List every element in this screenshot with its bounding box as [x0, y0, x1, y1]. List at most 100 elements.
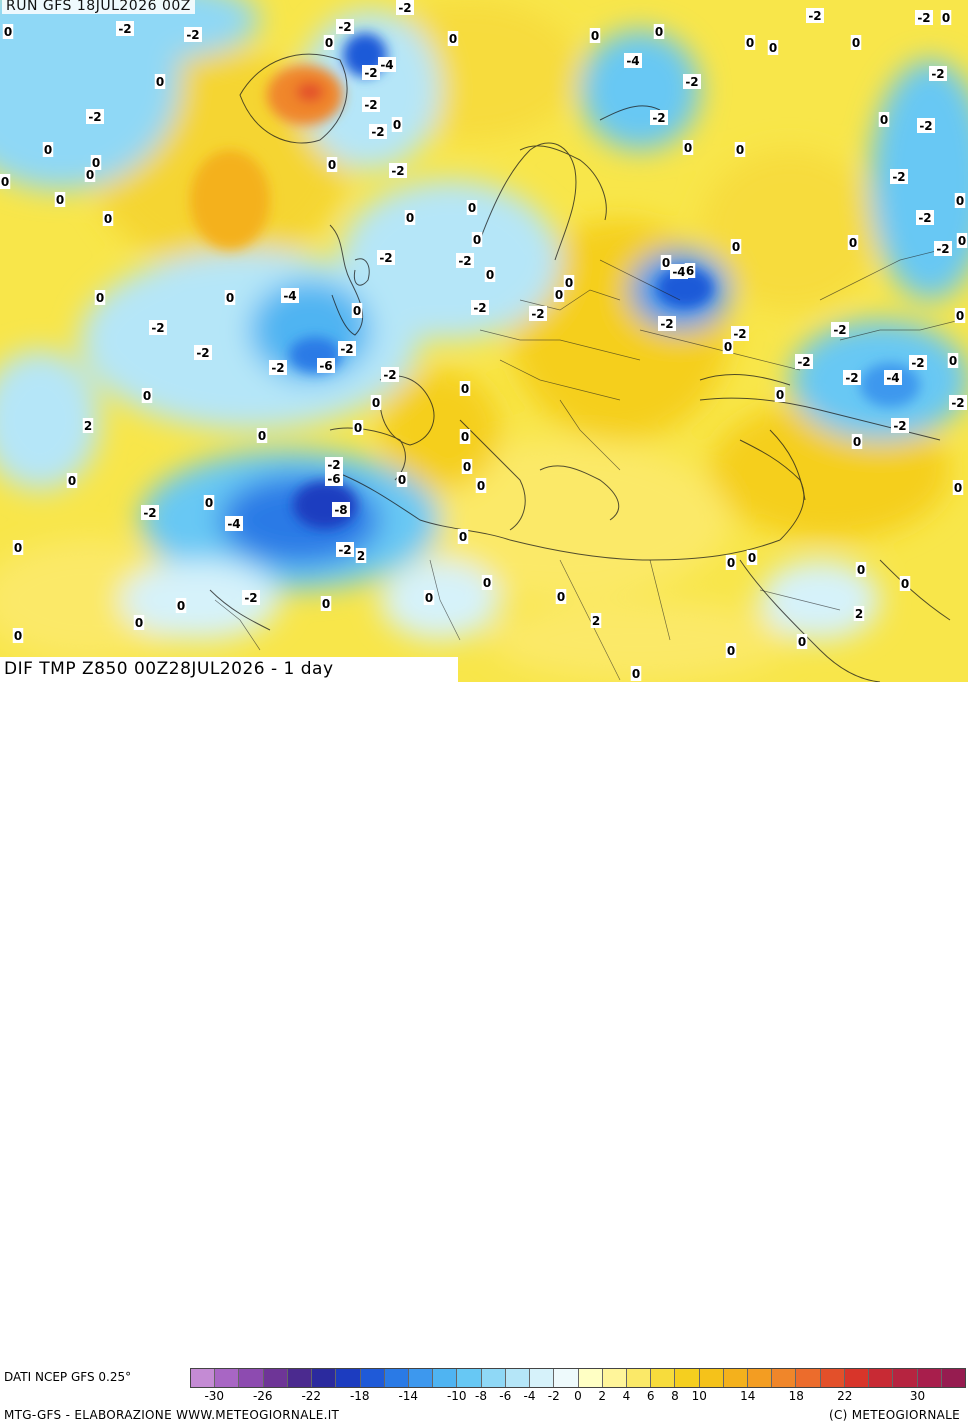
map-value-label-bg — [141, 388, 153, 403]
map-value-label-bg — [767, 40, 779, 55]
map-value-text: 0 — [398, 473, 406, 487]
map-value-label-bg — [54, 192, 66, 207]
map-value-label-bg — [90, 155, 102, 170]
map-value-text: -2 — [892, 170, 905, 184]
map-value-label: 0 — [767, 40, 779, 55]
map-value-label-bg — [396, 472, 408, 487]
color-scale-tick: -4 — [523, 1389, 536, 1403]
map-value-text: -2 — [917, 11, 930, 25]
map-value-text: 0 — [226, 291, 234, 305]
map-value-text: 0 — [956, 309, 964, 323]
map-value-text: 0 — [104, 212, 112, 226]
map-value-label-bg — [853, 606, 865, 621]
map-value-label: 6 — [684, 263, 696, 278]
map-value-label: -2 — [909, 355, 927, 370]
map-value-label: -4 — [670, 264, 688, 279]
map-value-label: -2 — [806, 8, 824, 23]
color-swatch — [215, 1369, 240, 1387]
map-value-label: -2 — [389, 163, 407, 178]
map-value-label: 0 — [175, 598, 187, 613]
map-value-label-bg — [956, 233, 968, 248]
map-value-label: -2 — [929, 66, 947, 81]
map-value-text: 0 — [372, 396, 380, 410]
map-value-text: 0 — [177, 599, 185, 613]
map-value-label: -2 — [731, 326, 749, 341]
map-value-text: 0 — [258, 429, 266, 443]
map-value-label: 0 — [553, 287, 565, 302]
color-swatch — [457, 1369, 482, 1387]
color-swatch — [481, 1369, 506, 1387]
map-value-label-bg — [683, 74, 701, 89]
map-value-label: 0 — [850, 35, 862, 50]
map-value-label: 0 — [653, 24, 665, 39]
map-value-label-bg — [650, 110, 668, 125]
color-swatch — [820, 1369, 845, 1387]
map-value-text: -4 — [380, 58, 393, 72]
map-value-text: -4 — [227, 517, 240, 531]
map-value-text: -2 — [951, 396, 964, 410]
map-value-label: -4 — [624, 53, 642, 68]
map-value-label: 0 — [459, 429, 471, 444]
color-swatch — [239, 1369, 264, 1387]
map-value-label: -2 — [269, 360, 287, 375]
map-value-text: -2 — [845, 371, 858, 385]
map-value-label: -2 — [917, 118, 935, 133]
color-scale-tick: 4 — [622, 1389, 631, 1403]
map-value-label: 0 — [954, 193, 966, 208]
map-value-label-bg — [203, 495, 215, 510]
map-value-label: -2 — [149, 320, 167, 335]
map-value-label-bg — [481, 575, 493, 590]
map-value-label-bg — [471, 232, 483, 247]
map-value-label: 0 — [555, 589, 567, 604]
map-value-label: 0 — [682, 140, 694, 155]
color-swatch — [869, 1369, 894, 1387]
map-value-label: -2 — [650, 110, 668, 125]
map-value-text: 0 — [655, 25, 663, 39]
map-value-label-bg — [878, 112, 890, 127]
map-value-label-bg — [590, 613, 602, 628]
map-value-label-bg — [653, 24, 665, 39]
map-value-label: -2 — [529, 306, 547, 321]
map-value-label: 0 — [722, 339, 734, 354]
map-value-text: 0 — [353, 304, 361, 318]
map-value-text: 0 — [662, 256, 670, 270]
color-swatch — [941, 1369, 965, 1387]
map-value-label: -6 — [325, 471, 343, 486]
map-value-label-bg — [658, 316, 676, 331]
map-value-label-bg — [734, 142, 746, 157]
map-value-label: -2 — [949, 395, 967, 410]
map-value-label-bg — [404, 210, 416, 225]
map-value-text: 0 — [44, 143, 52, 157]
map-value-label: -8 — [332, 502, 350, 517]
map-value-label: 0 — [203, 495, 215, 510]
map-value-text: 0 — [798, 635, 806, 649]
map-value-label: -4 — [884, 370, 902, 385]
map-value-label: 0 — [471, 232, 483, 247]
map-value-label: 0 — [796, 634, 808, 649]
map-value-label-bg — [915, 10, 933, 25]
map-value-label-bg — [891, 418, 909, 433]
map-value-label-bg — [916, 210, 934, 225]
map-value-label: 0 — [660, 255, 672, 270]
map-value-label: 2 — [853, 606, 865, 621]
map-value-label-bg — [457, 529, 469, 544]
map-value-text: 0 — [557, 590, 565, 604]
map-value-label: 0 — [423, 590, 435, 605]
map-value-text: 0 — [880, 113, 888, 127]
map-value-label: 0 — [481, 575, 493, 590]
map-value-label-bg — [141, 505, 159, 520]
map-value-text: -2 — [893, 419, 906, 433]
map-value-text: 0 — [459, 530, 467, 544]
map-value-label: 0 — [141, 388, 153, 403]
color-swatch — [263, 1369, 288, 1387]
map-value-text: -2 — [931, 67, 944, 81]
color-scale-tick: 22 — [837, 1389, 853, 1403]
map-value-label-bg — [336, 542, 354, 557]
map-value-text: -2 — [371, 125, 384, 139]
map-value-label-bg — [66, 473, 78, 488]
map-value-label: 0 — [42, 142, 54, 157]
map-value-label: 0 — [563, 275, 575, 290]
map-value-label: 0 — [746, 550, 758, 565]
map-value-text: 0 — [746, 36, 754, 50]
map-value-text: -2 — [391, 164, 404, 178]
